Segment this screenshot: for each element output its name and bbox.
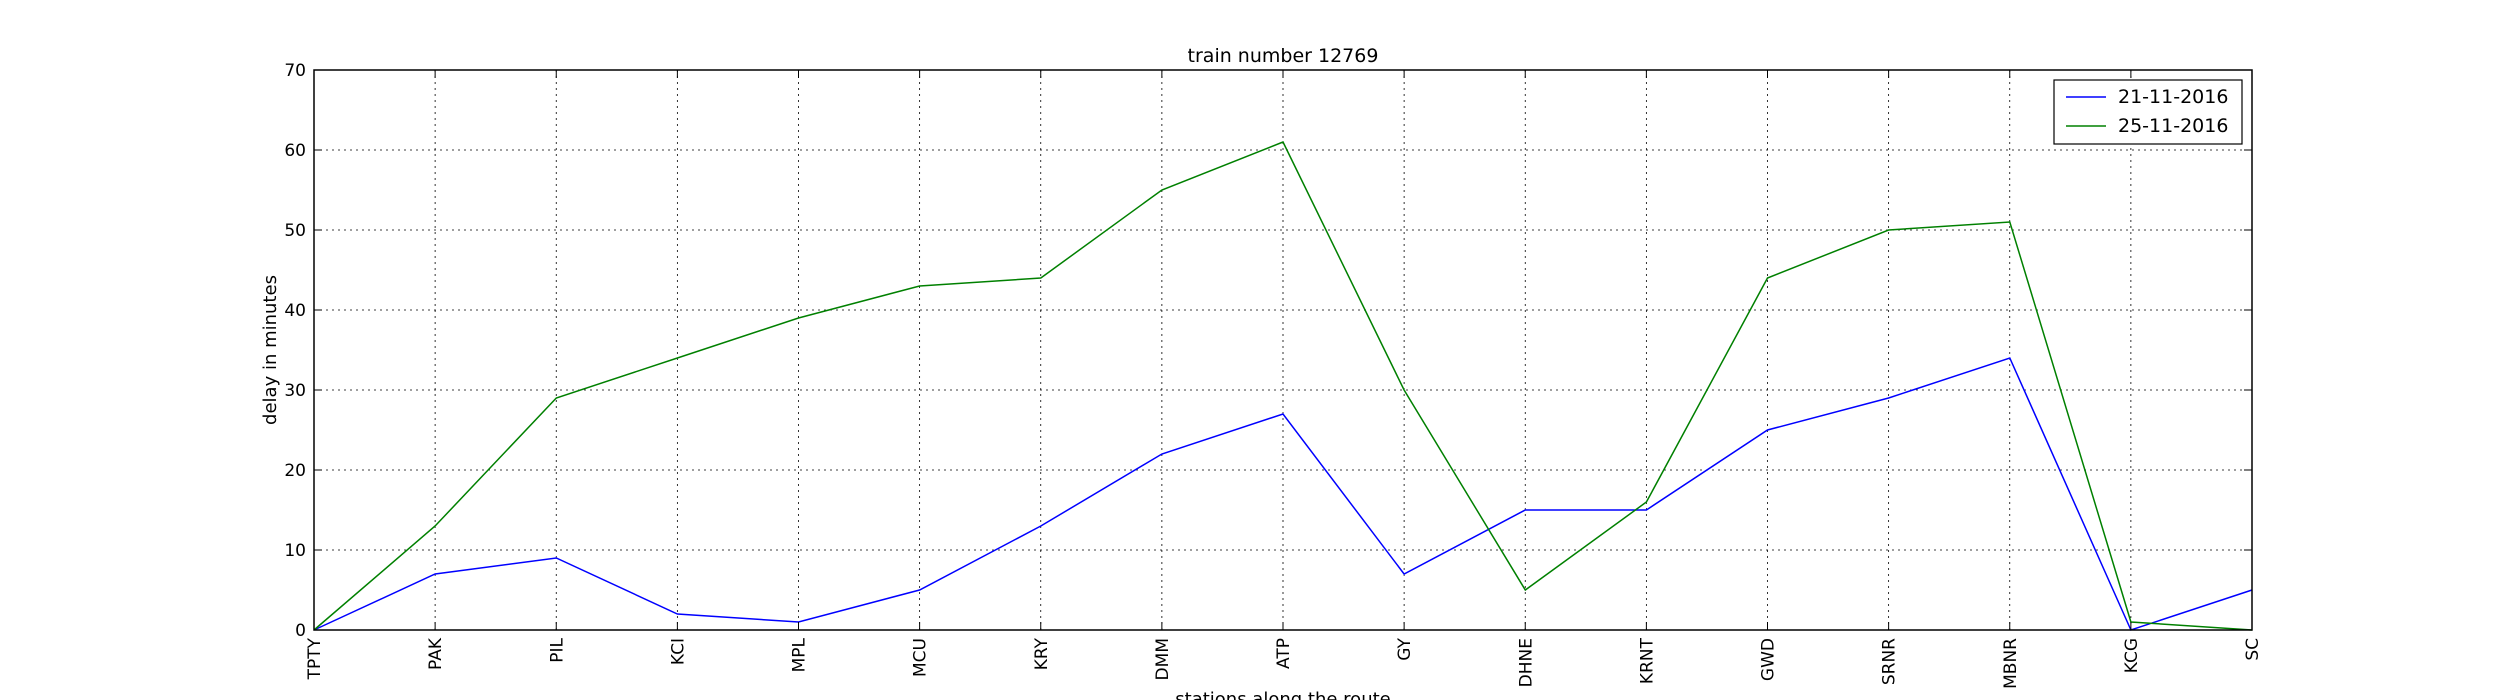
x-tick-label: GY — [1395, 637, 1415, 660]
legend-label: 21-11-2016 — [2118, 86, 2228, 108]
y-tick-label: 0 — [295, 621, 306, 641]
x-tick-label: SC — [2243, 638, 2263, 661]
y-tick-label: 60 — [284, 141, 306, 161]
series-line-1 — [313, 357, 2253, 631]
y-tick-label: 20 — [284, 461, 306, 481]
x-tick-label: KRY — [1032, 637, 1052, 670]
x-tick-label: DHNE — [1516, 638, 1536, 687]
x-tick-label: GWD — [1759, 638, 1779, 681]
x-tick-label: MBNR — [2001, 638, 2021, 689]
y-axis-label: delay in minutes — [260, 275, 281, 425]
series-line-2 — [313, 141, 2253, 631]
x-tick-label: KCI — [668, 638, 688, 665]
x-tick-label: PAK — [426, 637, 446, 670]
x-tick-label: KRNT — [1637, 637, 1657, 684]
x-tick-label: MPL — [790, 637, 810, 672]
legend-box — [2053, 79, 2243, 145]
x-axis-label: stations along the route — [1175, 689, 1390, 700]
y-tick-label: 30 — [284, 381, 306, 401]
x-tick-label: SRNR — [1880, 638, 1900, 685]
x-tick-label: DMM — [1153, 638, 1173, 680]
grid-lines — [313, 69, 2253, 631]
y-tick-label: 40 — [284, 301, 306, 321]
y-tick-label: 50 — [284, 221, 306, 241]
chart-title: train number 12769 — [1188, 45, 1379, 67]
x-tick-label: ATP — [1274, 638, 1294, 669]
x-tick-label: TPTY — [305, 637, 325, 680]
legend: 21-11-2016 25-11-2016 — [2053, 79, 2243, 145]
x-tick-label: KCG — [2122, 638, 2142, 673]
series-lines — [313, 141, 2253, 631]
y-axis-ticks: 0 10 20 30 40 50 60 70 — [284, 61, 2252, 641]
legend-label: 25-11-2016 — [2118, 115, 2228, 137]
y-tick-label: 10 — [284, 541, 306, 561]
y-tick-label: 70 — [284, 61, 306, 81]
x-tick-label: PIL — [547, 637, 567, 662]
x-tick-label: MCU — [911, 638, 931, 677]
x-axis-ticks: TPTY PAK PIL KCI MPL MCU KRY DMM ATP GY DHNE KRNT GW… — [305, 70, 2263, 689]
